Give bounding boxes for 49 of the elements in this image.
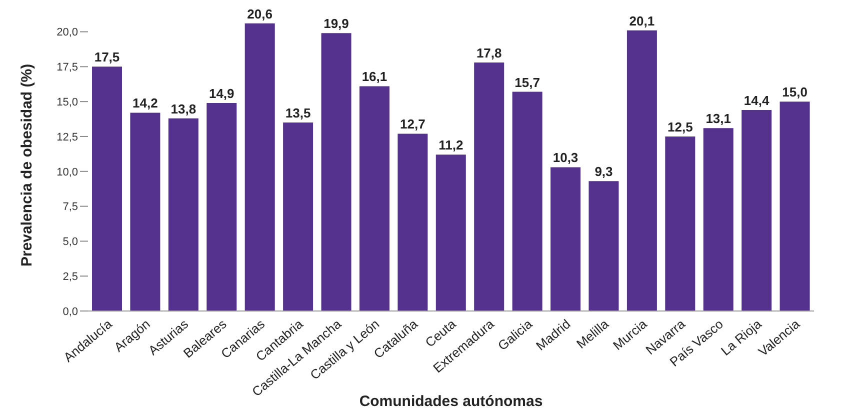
- bar: [321, 33, 352, 311]
- data-label: 14,4: [744, 92, 770, 108]
- data-label: 11,2: [438, 138, 464, 153]
- bar: [244, 23, 275, 311]
- data-label: 13,1: [706, 111, 732, 126]
- bar: [398, 134, 428, 311]
- x-axis-title: Comunidades autónomas: [359, 393, 543, 410]
- data-label: 12,5: [668, 119, 693, 134]
- data-label: 14,2: [132, 96, 158, 111]
- data-label: 10,3: [552, 150, 578, 166]
- data-label: 20,6: [247, 6, 272, 22]
- y-tick-label: 7,5: [62, 201, 78, 214]
- y-axis-title: Prevalencia de obesidad (%): [18, 64, 36, 266]
- data-label: 20,1: [629, 13, 655, 28]
- y-tick-label: 2,5: [62, 271, 78, 283]
- bar: [703, 128, 734, 311]
- bar: [550, 167, 581, 311]
- bar: [665, 136, 696, 311]
- data-label: 17,5: [94, 50, 120, 65]
- bar: [588, 181, 619, 311]
- data-label: 12,7: [400, 116, 426, 132]
- y-tick-label: 12,5: [56, 131, 78, 144]
- y-tick-label: 17,5: [56, 62, 78, 74]
- data-label: 9,3: [594, 164, 613, 180]
- data-label: 14,9: [208, 86, 234, 101]
- data-label: 13,8: [170, 101, 196, 116]
- bar: [742, 110, 772, 311]
- data-label: 19,9: [324, 16, 349, 32]
- bar: [474, 62, 504, 311]
- bar: [512, 92, 542, 311]
- data-label: 13,5: [285, 106, 311, 121]
- y-tick-label: 5,0: [62, 236, 78, 248]
- y-tick-label: 0,0: [62, 306, 78, 318]
- bar: [92, 66, 122, 311]
- y-tick-label: 20,0: [56, 26, 78, 39]
- data-label: 16,1: [362, 69, 388, 84]
- y-tick-label: 10,0: [56, 166, 78, 178]
- bar: [436, 154, 466, 311]
- bar: [359, 86, 390, 311]
- bar: [206, 102, 237, 311]
- bar: [168, 118, 198, 311]
- bar: [130, 112, 160, 311]
- bar: [283, 122, 314, 311]
- data-label: 17,8: [476, 45, 502, 60]
- y-tick-label: 15,0: [56, 96, 78, 108]
- bar: [780, 102, 810, 311]
- data-label: 15,7: [514, 74, 540, 90]
- bar: [626, 30, 657, 311]
- data-label: 15,0: [782, 84, 808, 100]
